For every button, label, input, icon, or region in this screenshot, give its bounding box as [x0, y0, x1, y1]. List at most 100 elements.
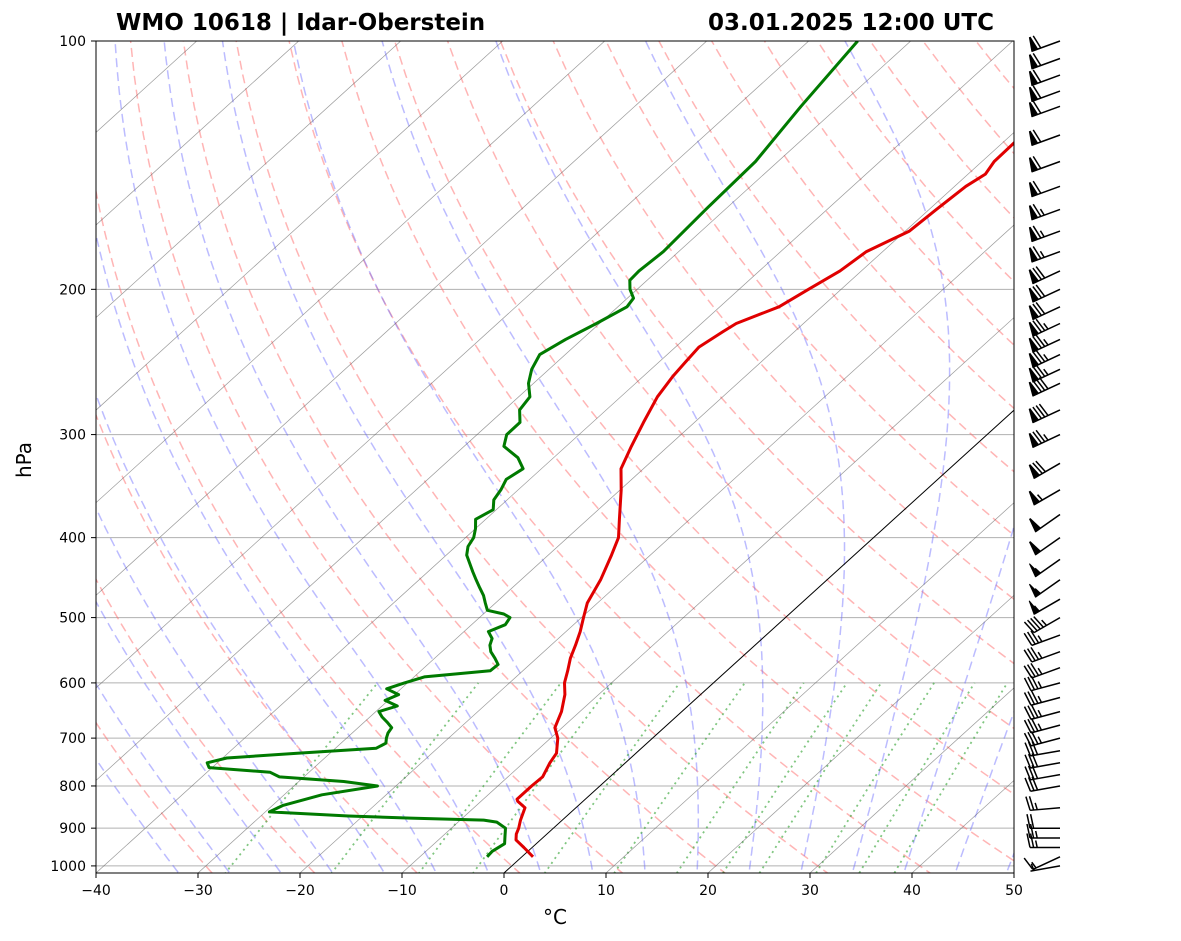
wind-barb: [1028, 579, 1061, 598]
mixing-ratio-line: [417, 682, 562, 873]
wind-barb: [1028, 513, 1061, 533]
x-tick-label: −20: [285, 883, 315, 899]
wind-barb: [1028, 460, 1061, 480]
mixing-ratio-line: [543, 682, 681, 873]
temperature-profile: [514, 140, 1014, 858]
wind-barb: [1028, 489, 1061, 506]
wind-barb: [1028, 284, 1061, 303]
dry-adiabat: [235, 41, 829, 873]
y-tick-label: 1000: [50, 859, 86, 875]
moist-adiabat: [844, 41, 951, 873]
isotherm: [809, 687, 1014, 873]
x-tick-label: 30: [801, 883, 819, 899]
isotherm: [605, 502, 1014, 873]
mixing-ratio-line: [758, 682, 882, 873]
isotherm: [96, 41, 707, 596]
wind-barb: [1028, 429, 1061, 448]
wind-barb: [1028, 180, 1061, 198]
isotherm: [707, 594, 1014, 873]
dry-adiabat: [96, 187, 521, 873]
dry-adiabat: [129, 41, 624, 873]
x-tick-label: 50: [1005, 883, 1023, 899]
moist-adiabat: [381, 41, 700, 873]
dry-adiabat: [96, 721, 214, 873]
moist-adiabats: [96, 41, 1014, 873]
y-tick-label: 500: [59, 611, 86, 627]
wind-barb: [1028, 558, 1061, 578]
y-tick-label: 800: [59, 779, 86, 795]
x-tick-label: −40: [81, 883, 111, 899]
wind-barb: [1026, 823, 1060, 839]
wind-barb: [1028, 403, 1061, 424]
moist-adiabat: [163, 41, 542, 873]
y-tick-label: 400: [59, 531, 86, 547]
zero-isotherm: [503, 409, 1014, 873]
dry-adiabat: [96, 577, 316, 873]
wind-barb: [1023, 730, 1061, 747]
moist-adiabat: [96, 682, 231, 873]
wind-barb: [1023, 616, 1061, 634]
wind-barb: [1028, 266, 1061, 285]
wind-barb: [1028, 203, 1061, 221]
plot-area: [96, 41, 1181, 883]
mixing-ratio-line: [815, 682, 935, 873]
dewpoint-profile: [205, 41, 859, 858]
y-tick-label: 900: [59, 821, 86, 837]
dry-adiabat: [552, 41, 1014, 601]
moist-adiabat: [114, 41, 490, 873]
dry-adiabat: [393, 41, 1014, 796]
wind-barb: [1028, 536, 1061, 556]
x-tick-label: 0: [500, 883, 509, 899]
dry-adiabat: [711, 41, 1014, 410]
wind-barb: [1023, 704, 1061, 721]
dry-adiabat: [1029, 41, 1181, 883]
dry-adiabat: [446, 41, 1014, 730]
isotherm: [96, 41, 911, 781]
isotherm: [299, 224, 1014, 873]
wind-barb: [1028, 302, 1061, 321]
dry-adiabat: [658, 41, 1014, 473]
wind-barbs: [1023, 35, 1061, 872]
wind-barb: [1028, 35, 1061, 52]
y-axis-label: hPa: [12, 442, 36, 478]
mixing-ratio-line: [675, 682, 805, 873]
dry-adiabats: [96, 41, 1181, 883]
dry-adiabat: [816, 41, 1014, 283]
wind-barb: [1028, 246, 1061, 263]
chart-title-station: WMO 10618 | Idar-Oberstein: [116, 10, 485, 36]
dry-adiabat: [1082, 41, 1181, 883]
wind-barb: [1028, 100, 1061, 118]
wind-barb: [1028, 129, 1061, 146]
wind-barb: [1028, 364, 1061, 383]
moist-adiabat: [221, 41, 594, 873]
x-tick-label: 40: [903, 883, 921, 899]
wind-barb: [1028, 52, 1061, 70]
x-tick-label: 10: [597, 883, 615, 899]
wind-barb: [1028, 318, 1061, 337]
wind-barb: [1028, 349, 1061, 368]
moist-adiabat: [495, 41, 764, 873]
wind-barb: [1023, 646, 1061, 663]
x-axis: −40 −30 −20 −10 0 10 20 30 40 50: [81, 873, 1023, 899]
wind-barb: [1025, 796, 1061, 812]
y-axis: 100 200 300 400 500 600 700 800 900 1000: [50, 34, 96, 875]
wind-barb: [1028, 85, 1061, 103]
isotherm: [96, 41, 605, 504]
mixing-ratio-line: [330, 682, 480, 873]
isotherm: [96, 41, 299, 226]
isotherm: [96, 41, 503, 411]
wind-barb: [1028, 598, 1061, 615]
isotherm: [96, 41, 809, 689]
isotherm: [96, 41, 1013, 873]
y-tick-label: 700: [59, 731, 86, 747]
wind-barb: [1023, 662, 1061, 679]
wind-barb: [1023, 717, 1061, 734]
mixing-ratio-line: [858, 682, 976, 873]
moist-adiabat: [96, 600, 282, 873]
y-tick-label: 300: [59, 428, 86, 444]
isotherm: [401, 317, 1014, 873]
skewed-isotherms: [96, 41, 1014, 873]
x-axis-label: °C: [543, 905, 567, 929]
mixing-ratio-lines: [224, 682, 1009, 873]
chart-title-time: 03.01.2025 12:00 UTC: [708, 10, 994, 36]
